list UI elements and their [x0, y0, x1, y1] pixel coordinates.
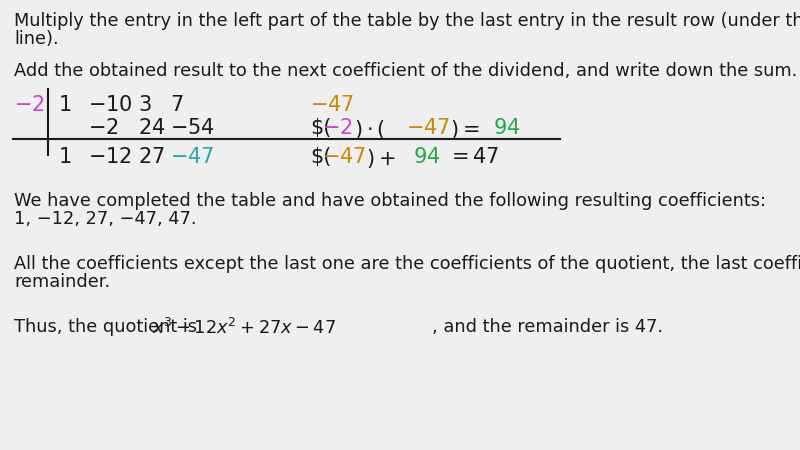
- Text: $1$: $1$: [58, 95, 71, 115]
- Text: $-47$: $-47$: [310, 95, 354, 115]
- Text: $1$: $1$: [58, 147, 71, 167]
- Text: $-2$: $-2$: [88, 118, 118, 138]
- Text: $-2$: $-2$: [14, 95, 45, 115]
- Text: $-47$: $-47$: [322, 147, 366, 167]
- Text: line).: line).: [14, 30, 58, 48]
- Text: $)\cdot($: $)\cdot($: [354, 118, 386, 141]
- Text: $) = $: $) = $: [450, 118, 479, 141]
- Text: $(: $(: [310, 118, 331, 138]
- Text: $-12$: $-12$: [88, 147, 132, 167]
- Text: , and the remainder is 47.: , and the remainder is 47.: [432, 318, 663, 336]
- Text: $94$: $94$: [413, 147, 441, 167]
- Text: $-54$: $-54$: [170, 118, 215, 138]
- Text: $24$: $24$: [138, 118, 166, 138]
- Text: $27$: $27$: [138, 147, 165, 167]
- Text: 1, −12, 27, −47, 47.: 1, −12, 27, −47, 47.: [14, 210, 197, 228]
- Text: All the coefficients except the last one are the coefficients of the quotient, t: All the coefficients except the last one…: [14, 255, 800, 273]
- Text: $(: $(: [310, 147, 331, 167]
- Text: $) + $: $) + $: [366, 147, 395, 170]
- Text: $-2$: $-2$: [322, 118, 353, 138]
- Text: $3$: $3$: [138, 95, 152, 115]
- Text: Add the obtained result to the next coefficient of the dividend, and write down : Add the obtained result to the next coef…: [14, 62, 798, 80]
- Text: $-10$: $-10$: [88, 95, 133, 115]
- Text: $-47$: $-47$: [170, 147, 214, 167]
- Text: Multiply the entry in the left part of the table by the last entry in the result: Multiply the entry in the left part of t…: [14, 12, 800, 30]
- Text: Thus, the quotient is: Thus, the quotient is: [14, 318, 202, 336]
- Text: We have completed the table and have obtained the following resulting coefficien: We have completed the table and have obt…: [14, 192, 766, 210]
- Text: $-47$: $-47$: [406, 118, 450, 138]
- Text: $94$: $94$: [493, 118, 521, 138]
- Text: $x^3 - 12x^2 + 27x - 47$: $x^3 - 12x^2 + 27x - 47$: [152, 318, 336, 338]
- Text: $7$: $7$: [170, 95, 183, 115]
- Text: $= 47$: $= 47$: [447, 147, 499, 167]
- Text: remainder.: remainder.: [14, 273, 110, 291]
